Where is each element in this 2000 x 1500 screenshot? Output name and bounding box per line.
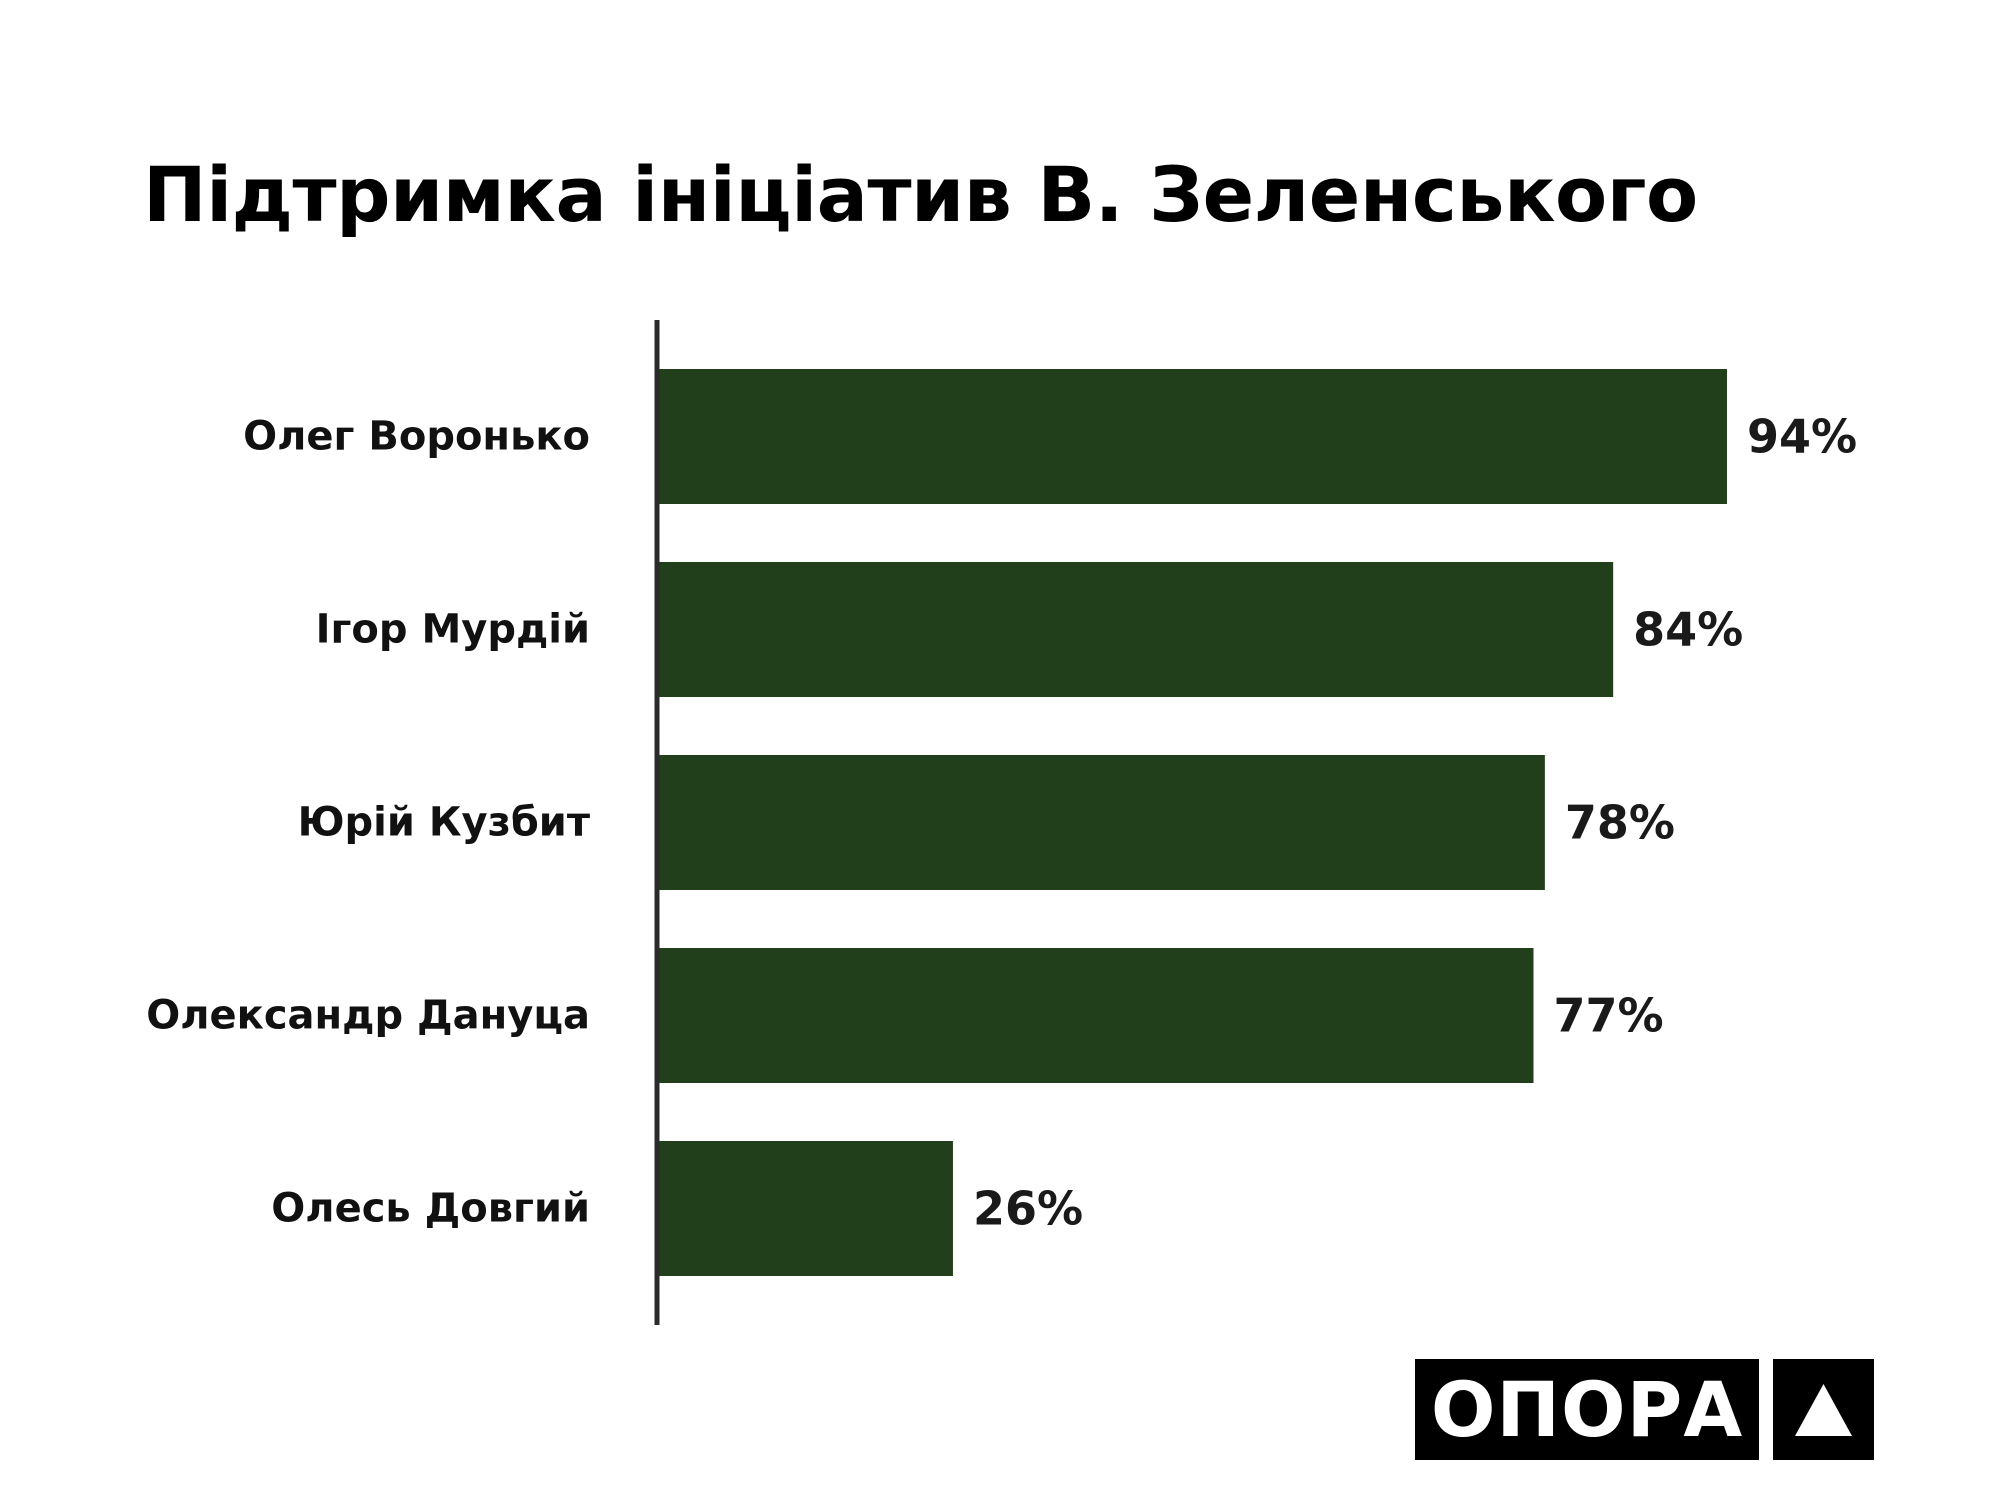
category-label-2: Ігор Мурдій xyxy=(316,607,590,653)
bar-3 xyxy=(657,755,1545,890)
bar-2 xyxy=(657,562,1614,697)
value-label-5: 26% xyxy=(973,1182,1083,1236)
value-label-4: 77% xyxy=(1553,989,1663,1043)
bar-4 xyxy=(657,948,1534,1083)
logo-text: ОПОРА xyxy=(1415,1359,1759,1460)
value-label-2: 84% xyxy=(1633,603,1743,657)
chart-title: Підтримка ініціатив В. Зеленського xyxy=(143,150,1698,239)
logo-triangle-icon xyxy=(1773,1359,1874,1460)
category-label-1: Олег Воронько xyxy=(243,414,590,460)
category-label-3: Юрій Кузбит xyxy=(298,800,591,846)
value-label-1: 94% xyxy=(1747,410,1857,464)
category-label-4: Олександр Дануца xyxy=(146,993,590,1039)
value-label-3: 78% xyxy=(1565,796,1675,850)
category-label-5: Олесь Довгий xyxy=(271,1186,590,1232)
bar-5 xyxy=(657,1141,953,1276)
opora-logo: ОПОРА xyxy=(1415,1359,1874,1460)
bar-1 xyxy=(657,369,1727,504)
